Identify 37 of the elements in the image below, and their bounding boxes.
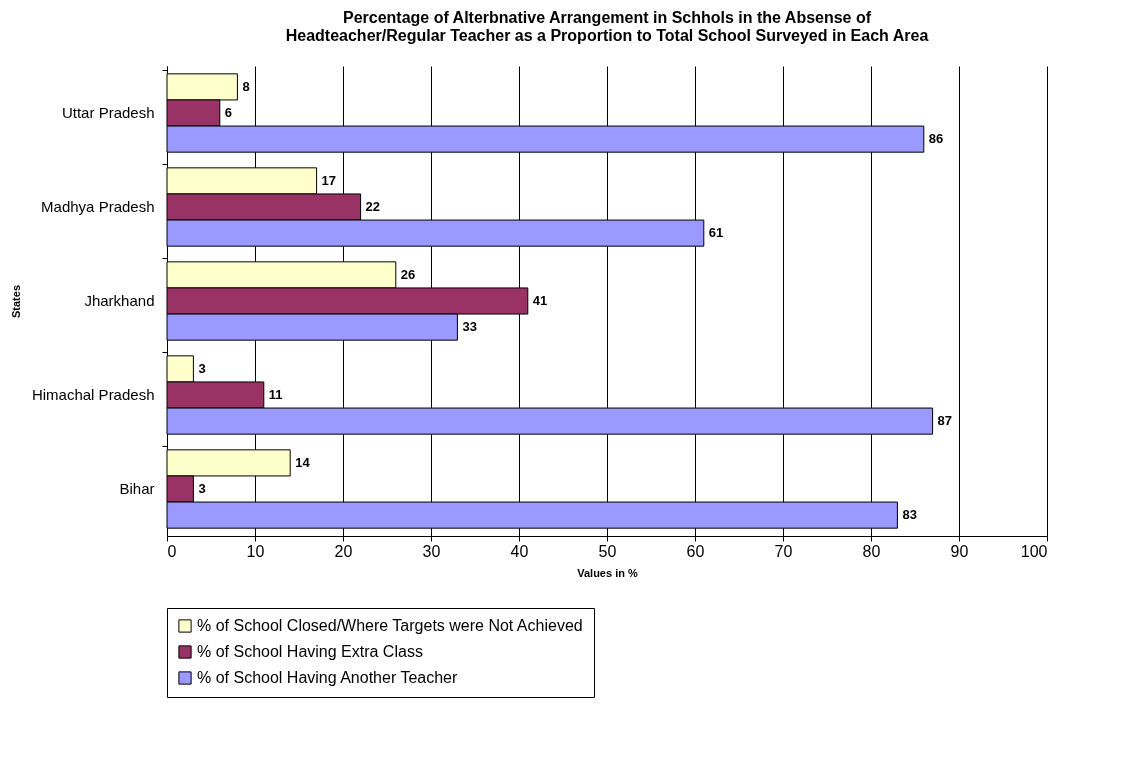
data-label: 22 bbox=[365, 199, 381, 214]
y-axis-title: States bbox=[9, 284, 22, 319]
x-tick-label: 90 bbox=[950, 542, 969, 560]
chart-title: Percentage of Alterbnative Arrangement in Schhols in the Absense of Headteacher/Regular Teacher as a Proportion to Total School Surveyed in Each Area bbox=[285, 9, 929, 44]
x-tick-label: 30 bbox=[422, 542, 441, 560]
x-axis-title: Values in % bbox=[577, 566, 638, 579]
data-label: 41 bbox=[532, 293, 548, 308]
data-label: 17 bbox=[321, 172, 337, 188]
x-tick-label: 50 bbox=[598, 542, 617, 560]
data-label: 26 bbox=[400, 266, 416, 282]
data-label: 61 bbox=[708, 225, 724, 241]
x-tick-label: 10 bbox=[246, 542, 265, 560]
x-tick-label: 100 bbox=[1020, 542, 1048, 560]
y-tick-label: Uttar Pradesh bbox=[61, 104, 155, 121]
data-label: 83 bbox=[902, 507, 917, 523]
legend-label: % of School Closed/Where Targets were Not Achieved bbox=[197, 617, 583, 634]
y-tick-label: Madhya Pradesh bbox=[41, 198, 155, 215]
data-label: 14 bbox=[295, 454, 311, 470]
legend-label: % of School Having Extra Class bbox=[197, 643, 423, 660]
data-label: 3 bbox=[198, 481, 206, 496]
y-tick-label: Jharkhand bbox=[84, 292, 155, 309]
x-tick-label: 0 bbox=[167, 542, 177, 560]
data-label: 11 bbox=[268, 387, 283, 402]
x-tick-label: 70 bbox=[774, 542, 793, 560]
data-label: 86 bbox=[928, 131, 944, 147]
data-label: 6 bbox=[224, 105, 233, 120]
x-tick-label: 20 bbox=[334, 542, 353, 560]
data-label: 33 bbox=[462, 319, 477, 335]
data-label: 8 bbox=[242, 78, 250, 94]
y-tick-label: Himachal Pradesh bbox=[31, 386, 155, 403]
data-label: 3 bbox=[198, 360, 206, 376]
y-tick-label: Bihar bbox=[119, 480, 155, 497]
data-label: 87 bbox=[937, 413, 953, 429]
x-tick-label: 40 bbox=[510, 542, 529, 560]
x-tick-label: 60 bbox=[686, 542, 705, 560]
legend-label: % of School Having Another Teacher bbox=[197, 669, 458, 686]
x-tick-label: 80 bbox=[862, 542, 881, 560]
